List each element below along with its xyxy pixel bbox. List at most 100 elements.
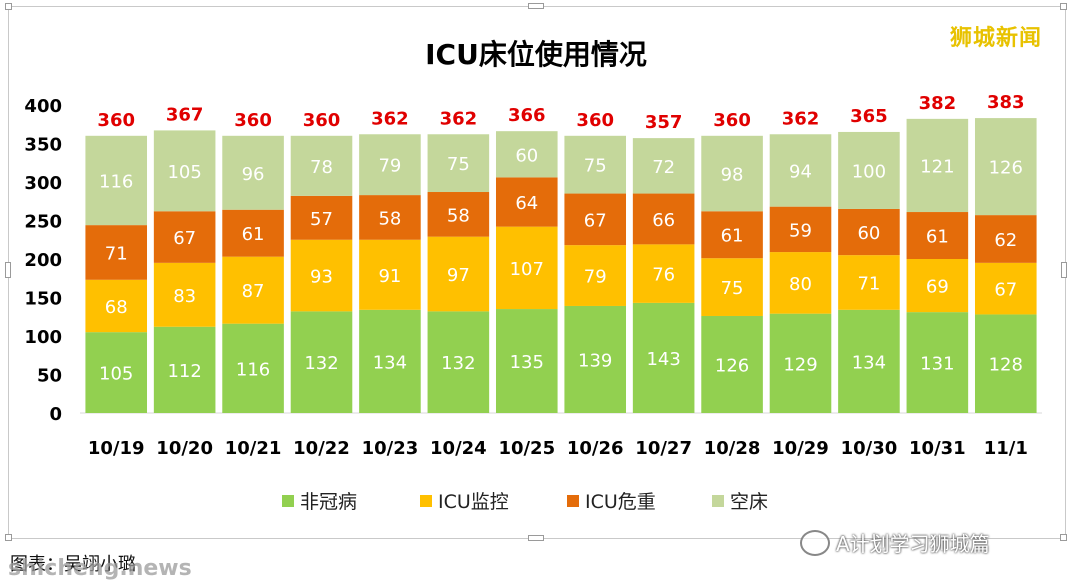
bar-total-label: 366 — [508, 105, 546, 126]
bar-segment — [769, 252, 832, 314]
bar-segment — [359, 239, 421, 310]
bar-segment — [222, 256, 284, 324]
bar-segment — [85, 332, 148, 413]
resize-handle-top-right[interactable] — [1060, 3, 1067, 10]
x-tick-label: 10/22 — [293, 438, 350, 459]
bar-value-label: 75 — [584, 156, 607, 177]
chart-title: ICU床位使用情况 — [425, 38, 647, 71]
bar-value-label: 91 — [378, 266, 401, 287]
bar-segment — [290, 195, 353, 240]
bar-value-label: 143 — [646, 349, 680, 370]
y-tick-label: 200 — [24, 250, 62, 271]
bar-value-label: 94 — [789, 161, 812, 182]
y-tick-label: 300 — [24, 173, 62, 194]
bar-value-label: 69 — [926, 277, 949, 298]
x-tick-label: 10/21 — [225, 438, 282, 459]
bars-group: 105 68 71 116 360 112 83 67 105 367 116 87 61 96 360 13… — [85, 92, 1037, 413]
bar-segment — [838, 131, 900, 209]
bar-value-label: 58 — [447, 205, 470, 226]
legend-label: ICU监控 — [438, 491, 509, 513]
resize-handle-left[interactable] — [5, 262, 11, 278]
bar-segment — [974, 314, 1037, 413]
bar-segment — [564, 305, 627, 413]
bar-value-label: 79 — [378, 156, 401, 177]
bar-segment — [906, 312, 969, 413]
bar-segment — [85, 135, 148, 226]
bar-segment — [632, 193, 695, 245]
resize-handle-bottom-left[interactable] — [5, 534, 12, 541]
bar-segment — [769, 313, 832, 413]
bar-total-label: 360 — [303, 110, 341, 131]
bar-segment — [495, 226, 558, 310]
bar-value-label: 61 — [926, 227, 949, 248]
bar-segment — [632, 244, 695, 303]
legend-swatch — [282, 495, 294, 507]
bar-value-label: 97 — [447, 265, 470, 286]
bar-segment — [838, 208, 900, 256]
bar-segment — [222, 209, 284, 257]
bar-value-label: 134 — [852, 352, 886, 373]
bar-segment — [564, 245, 627, 306]
bar-segment — [359, 134, 421, 196]
x-tick-label: 10/26 — [567, 438, 624, 459]
bar-segment — [769, 206, 832, 253]
resize-handle-bottom[interactable] — [528, 535, 544, 541]
y-tick-label: 400 — [24, 96, 62, 117]
resize-handle-right[interactable] — [1061, 262, 1067, 278]
bar-segment — [701, 258, 763, 316]
resize-handle-bottom-right[interactable] — [1060, 534, 1067, 541]
bar-segment — [85, 279, 148, 333]
bar-segment — [838, 255, 900, 310]
bar-value-label: 116 — [236, 359, 270, 380]
bar-value-label: 121 — [920, 156, 954, 177]
bar-segment — [427, 134, 490, 193]
y-axis: 0 50 100 150 200 250 300 350 400 — [24, 96, 62, 425]
watermark-logo: 狮城新闻 — [950, 26, 1043, 51]
bar-value-label: 112 — [167, 361, 201, 382]
bar-total-label: 360 — [234, 110, 272, 131]
bar-value-label: 78 — [310, 157, 333, 178]
bar-segment — [359, 309, 421, 413]
y-tick-label: 100 — [24, 327, 62, 348]
bar-value-label: 116 — [99, 171, 133, 192]
bar-segment — [974, 215, 1037, 263]
bar-value-label: 126 — [715, 355, 749, 376]
bar-segment — [769, 134, 832, 207]
bar-total-label: 360 — [576, 110, 614, 131]
y-tick-label: 250 — [24, 212, 62, 233]
bar-value-label: 93 — [310, 267, 333, 288]
bar-segment — [495, 309, 558, 413]
bar-value-label: 132 — [304, 353, 338, 374]
legend: 非冠病 ICU监控 ICU危重 空床 — [282, 491, 768, 513]
bar-value-label: 105 — [99, 364, 133, 385]
bar-value-label: 60 — [515, 145, 538, 166]
bar-segment — [974, 118, 1037, 216]
bar-segment — [906, 212, 969, 259]
bar-segment — [632, 138, 695, 194]
bar-segment — [701, 211, 763, 259]
bar-segment — [495, 177, 558, 227]
bar-segment — [838, 309, 900, 413]
bar-value-label: 61 — [721, 226, 744, 247]
legend-label: ICU危重 — [585, 491, 656, 513]
resize-handle-top-left[interactable] — [5, 3, 12, 10]
resize-handle-top[interactable] — [528, 3, 544, 9]
bar-value-label: 135 — [510, 352, 544, 373]
bar-value-label: 79 — [584, 267, 607, 288]
bar-total-label: 362 — [782, 108, 820, 129]
bar-value-label: 87 — [242, 281, 265, 302]
bar-value-label: 105 — [167, 162, 201, 183]
bar-value-label: 61 — [242, 224, 265, 245]
bar-segment — [290, 239, 353, 312]
bar-total-label: 360 — [713, 110, 751, 131]
bar-total-label: 360 — [97, 110, 135, 131]
bar-value-label: 62 — [994, 230, 1017, 251]
bar-value-label: 76 — [652, 265, 675, 286]
bar-segment — [222, 135, 284, 210]
bar-value-label: 134 — [373, 352, 407, 373]
x-tick-label: 10/19 — [88, 438, 145, 459]
bar-value-label: 132 — [441, 353, 475, 374]
bar-segment — [495, 131, 558, 178]
bar-segment — [564, 135, 627, 194]
bar-value-label: 128 — [989, 355, 1023, 376]
